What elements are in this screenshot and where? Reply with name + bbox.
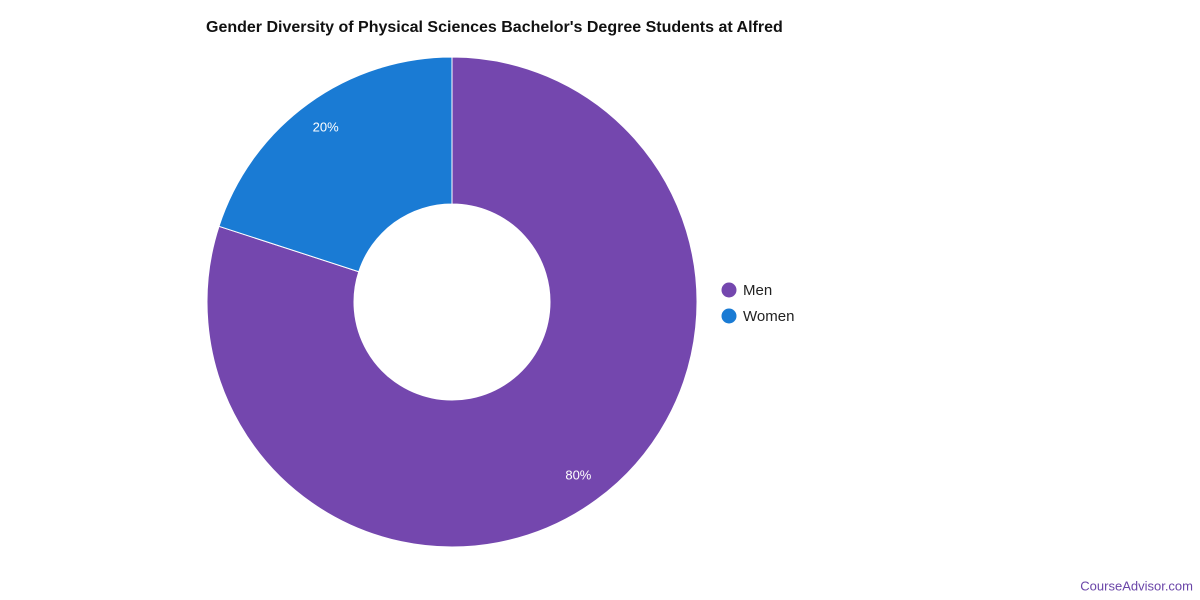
data-label: 20% (313, 119, 339, 134)
footer-source[interactable]: CourseAdvisor.com (1080, 578, 1193, 593)
legend-label: Men (743, 282, 772, 299)
legend-marker (721, 282, 737, 298)
data-label: 80% (565, 467, 591, 482)
donut-slice (218, 56, 453, 273)
chart-title: Gender Diversity of Physical Sciences Ba… (206, 19, 783, 36)
legend-label: Women (743, 308, 794, 325)
legend-marker (721, 308, 737, 324)
donut-slice (206, 56, 698, 548)
